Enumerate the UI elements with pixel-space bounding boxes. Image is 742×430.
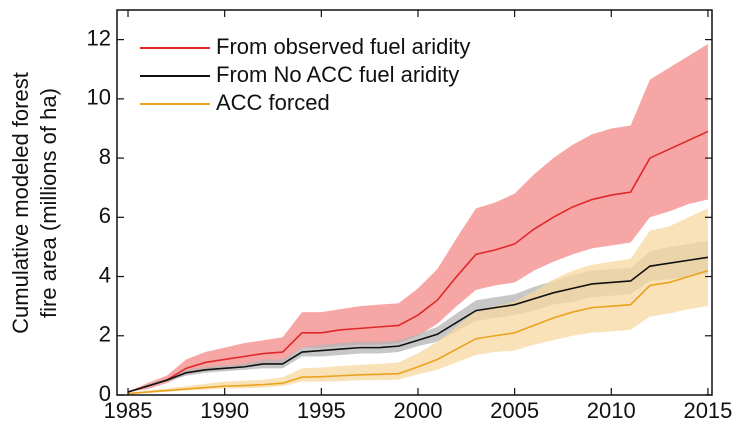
legend-label: ACC forced — [216, 90, 330, 115]
y-tick-label: 12 — [87, 25, 111, 50]
y-tick-label: 4 — [99, 262, 111, 287]
y-axis-label: Cumulative modeled forest — [8, 72, 33, 334]
y-tick-label: 10 — [87, 85, 111, 110]
x-tick-label: 1995 — [297, 398, 346, 423]
x-tick-label: 2005 — [490, 398, 539, 423]
x-tick-label: 2015 — [683, 398, 732, 423]
legend-label: From observed fuel aridity — [216, 34, 470, 59]
series-line — [127, 256, 709, 393]
y-tick-label: 8 — [99, 144, 111, 169]
y-tick-label: 2 — [99, 322, 111, 347]
legend-label: From No ACC fuel aridity — [216, 62, 459, 87]
x-tick-label: 2000 — [394, 398, 443, 423]
series-line — [127, 130, 709, 393]
series-line — [127, 269, 709, 395]
x-tick-label: 1990 — [200, 398, 249, 423]
confidence-band — [128, 44, 708, 393]
x-tick-label: 1985 — [104, 398, 153, 423]
confidence-band — [128, 208, 708, 394]
y-axis-label: fire area (millions of ha) — [36, 88, 61, 318]
x-tick-label: 2010 — [587, 398, 636, 423]
y-tick-label: 0 — [99, 381, 111, 406]
y-tick-label: 6 — [99, 203, 111, 228]
plot-frame — [116, 9, 713, 396]
